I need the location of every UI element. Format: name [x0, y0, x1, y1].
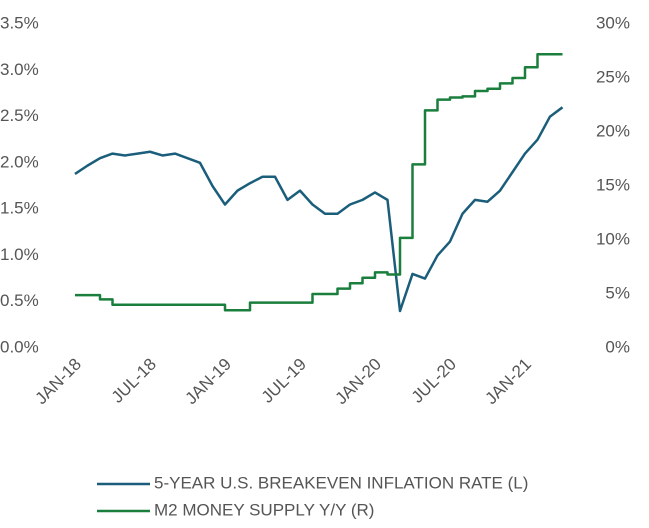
y-tick-label: 3.5% [0, 13, 39, 32]
x-tick-label: JUL-18 [108, 355, 160, 407]
y-tick-label: 0.0% [0, 337, 39, 356]
y-tick-label: 2.5% [0, 106, 39, 125]
x-tick-label: JUL-20 [408, 355, 460, 407]
x-tick-label: JAN-18 [31, 355, 85, 409]
y-tick-label: 3.0% [0, 60, 39, 79]
x-tick-label: JUL-19 [258, 355, 310, 407]
line [74, 106, 564, 313]
line [75, 52, 563, 312]
y-tick-label: 1.5% [0, 199, 39, 218]
y2-tick-label: 30% [596, 13, 630, 32]
x-tick-label: JAN-21 [481, 355, 535, 409]
y2-tick-label: 0% [605, 337, 630, 356]
y2-tick-label: 15% [596, 175, 630, 194]
y2-tick-label: 20% [596, 121, 630, 140]
y2-tick-label: 10% [596, 229, 630, 248]
y-tick-label: 2.0% [0, 152, 39, 171]
y2-tick-label: 25% [596, 67, 630, 86]
y-tick-label: 0.5% [0, 291, 39, 310]
legend-label: 5-YEAR U.S. BREAKEVEN INFLATION RATE (L) [154, 473, 528, 492]
x-tick-label: JAN-20 [331, 355, 385, 409]
y2-tick-label: 5% [605, 283, 630, 302]
legend-label: M2 MONEY SUPPLY Y/Y (R) [154, 500, 374, 519]
y-tick-label: 1.0% [0, 245, 39, 264]
x-tick-label: JAN-19 [181, 355, 235, 409]
